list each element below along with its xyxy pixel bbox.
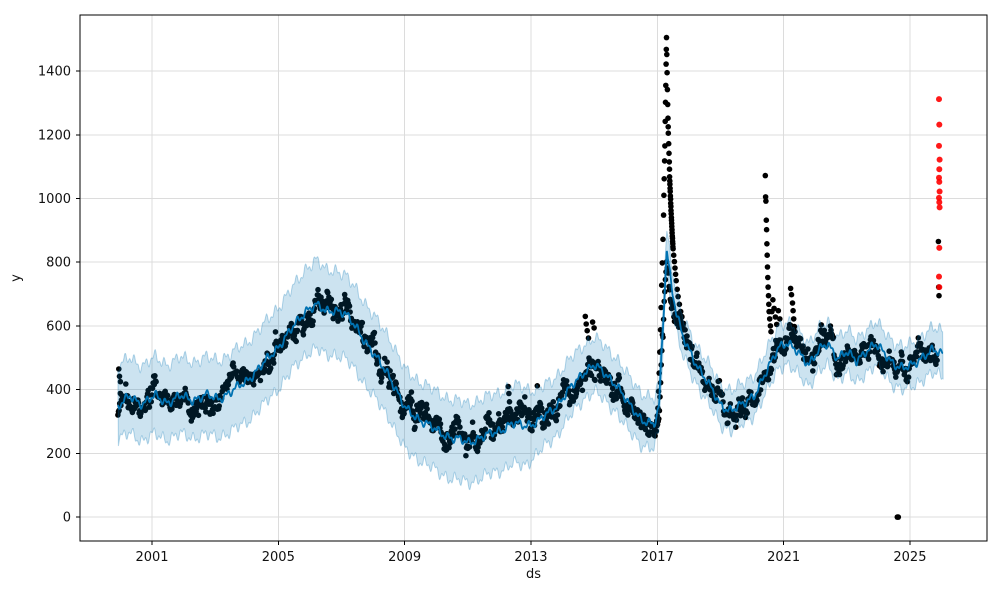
y-tick-label: 400: [46, 383, 71, 398]
y-tick-label: 0: [63, 511, 71, 526]
y-tick-label: 1400: [38, 65, 71, 80]
tick-labels: 2001 2005 2009 2013 2017 2021 2025 0 200 400 600 80…: [38, 65, 927, 565]
y-tick-label: 1000: [38, 192, 71, 207]
y-tick-label: 1200: [38, 128, 71, 143]
x-tick-label: 2021: [767, 550, 800, 565]
x-axis-label: ds: [526, 567, 541, 582]
y-tick-label: 600: [46, 319, 71, 334]
x-tick-label: 2009: [388, 550, 421, 565]
y-tick-label: 200: [46, 447, 71, 462]
anomaly-points: [936, 96, 943, 291]
forecast-line: [117, 250, 944, 446]
x-tick-label: 2013: [514, 550, 547, 565]
gridlines: [80, 15, 987, 541]
axes-spines-and-ticks: [76, 14, 988, 545]
x-tick-label: 2017: [641, 550, 674, 565]
x-tick-label: 2001: [135, 550, 168, 565]
y-tick-label: 800: [46, 256, 71, 271]
y-axis-label: y: [9, 274, 24, 282]
x-tick-label: 2005: [262, 550, 295, 565]
uncertainty-band: [117, 230, 944, 491]
x-tick-label: 2025: [893, 550, 926, 565]
